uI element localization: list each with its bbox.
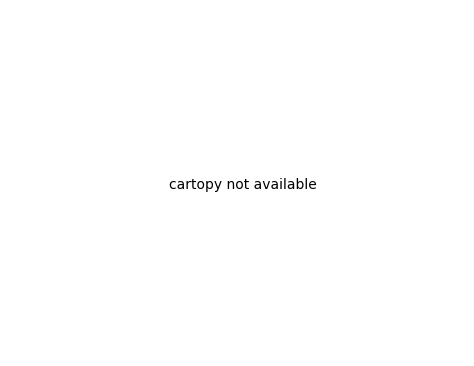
Text: cartopy not available: cartopy not available (169, 178, 317, 192)
